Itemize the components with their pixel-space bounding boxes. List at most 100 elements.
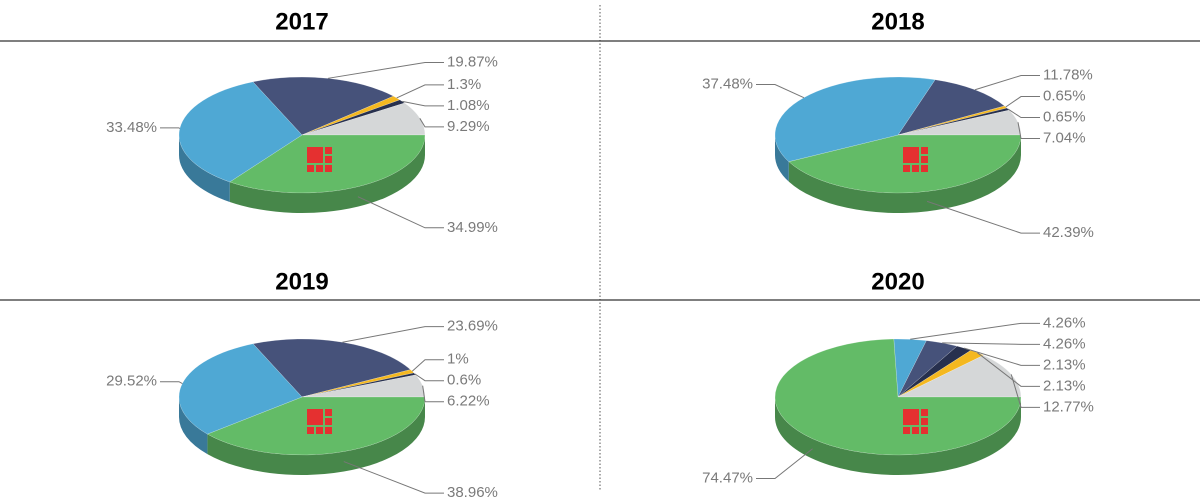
pie: 23.69% 1% 0.6% 6.22% 38.96% 29.52% — [106, 318, 498, 501]
pie-side — [207, 397, 425, 475]
icon-cell — [325, 147, 332, 154]
data-label: 0.6% — [447, 372, 481, 389]
leader-line — [396, 84, 444, 99]
pie-side — [788, 135, 1021, 213]
data-label: 29.52% — [106, 373, 157, 390]
data-label: 4.26% — [1043, 314, 1086, 331]
data-label: 1.3% — [447, 76, 481, 93]
leader-line — [756, 448, 813, 479]
pie-slice — [774, 76, 936, 162]
icon-cell — [921, 427, 928, 434]
icon-cell — [921, 147, 928, 154]
data-label: 12.77% — [1043, 398, 1094, 415]
pie: 11.78% 0.65% 0.65% 7.04% 42.39% 37.48% — [702, 67, 1094, 242]
data-label: 2.13% — [1043, 377, 1086, 394]
data-label: 38.96% — [447, 484, 498, 501]
data-label: 4.26% — [1043, 335, 1086, 352]
data-label: 6.22% — [447, 393, 490, 410]
pie-slice — [897, 355, 1022, 398]
icon-cell — [903, 165, 910, 172]
leader-line — [942, 342, 1040, 345]
pie: 4.26% 4.26% 2.13% 2.13% 12.77% 74.47% — [702, 314, 1094, 486]
leader-line — [343, 461, 444, 494]
icon-cell — [921, 165, 928, 172]
icon-cell — [307, 147, 323, 163]
data-label: 34.99% — [447, 219, 498, 236]
data-label: 9.29% — [447, 118, 490, 135]
leader-line — [964, 347, 1040, 366]
icon-cell — [325, 156, 332, 163]
leader-line — [1010, 374, 1040, 408]
data-label: 1.08% — [447, 97, 490, 114]
data-label: 1% — [447, 351, 469, 368]
pie-slice — [206, 396, 426, 456]
data-label: 2.13% — [1043, 356, 1086, 373]
pie-side — [179, 397, 208, 455]
leader-line — [160, 127, 181, 130]
icon-cell — [921, 409, 928, 416]
pie-slice — [178, 343, 303, 435]
data-label: 42.39% — [1043, 224, 1094, 241]
icon-cell — [307, 427, 314, 434]
chart-title: 2020 — [871, 268, 924, 295]
leader-line — [1005, 96, 1040, 108]
leader-line — [974, 75, 1040, 91]
icon-cell — [921, 156, 928, 163]
pie-slice — [301, 99, 406, 136]
data-label: 23.69% — [447, 318, 498, 335]
leader-line — [160, 381, 183, 384]
leader-line — [342, 326, 444, 343]
data-label: 33.48% — [106, 119, 157, 136]
icon-cell — [903, 409, 919, 425]
icon-cell — [325, 418, 332, 425]
icon-cell — [316, 427, 323, 434]
leader-line — [977, 352, 1040, 387]
icon-cell — [912, 427, 919, 434]
data-label: 11.78% — [1043, 67, 1093, 84]
data-label: 0.65% — [1043, 109, 1086, 126]
leader-line — [402, 100, 444, 107]
pie-slice — [897, 79, 1006, 136]
pie-slice — [301, 95, 401, 136]
leader-line — [1007, 108, 1040, 119]
icon-cell — [307, 165, 314, 172]
leader-line — [419, 118, 444, 128]
icon-cell — [325, 409, 332, 416]
icon-cell — [921, 418, 928, 425]
data-label: 37.48% — [702, 75, 753, 92]
pie-side — [229, 135, 425, 213]
data-label: 7.04% — [1043, 130, 1086, 147]
icon-cell — [325, 427, 332, 434]
leader-line — [357, 196, 444, 229]
leader-line — [422, 385, 444, 403]
chart-title: 2019 — [275, 268, 328, 295]
pie-slice — [178, 81, 303, 183]
data-label: 74.47% — [702, 469, 753, 486]
data-label: 19.87% — [447, 53, 498, 70]
leader-line — [411, 359, 444, 372]
icon-cell — [903, 427, 910, 434]
chart-title: 2017 — [275, 8, 328, 35]
data-label: 0.65% — [1043, 88, 1086, 105]
pie-slice — [229, 134, 426, 194]
pie-side — [179, 135, 230, 202]
pie-slice — [252, 76, 394, 136]
icon-cell — [307, 409, 323, 425]
icon-cell — [903, 147, 919, 163]
leader-line — [910, 322, 1040, 340]
icon-cell — [325, 165, 332, 172]
icon-cell — [316, 165, 323, 172]
pie-side — [775, 397, 1021, 475]
leader-line — [756, 83, 805, 99]
pie-slice — [788, 134, 1022, 194]
leader-line — [1017, 122, 1040, 140]
leader-line — [327, 61, 444, 79]
leader-line — [926, 200, 1040, 234]
pie: 19.87% 1.3% 1.08% 9.29% 34.99% 33.48% — [106, 53, 498, 235]
leader-line — [414, 373, 444, 382]
pie-side — [775, 135, 789, 182]
chart-title: 2018 — [871, 8, 924, 35]
icon-cell — [912, 165, 919, 172]
pie-slice — [774, 338, 1022, 456]
